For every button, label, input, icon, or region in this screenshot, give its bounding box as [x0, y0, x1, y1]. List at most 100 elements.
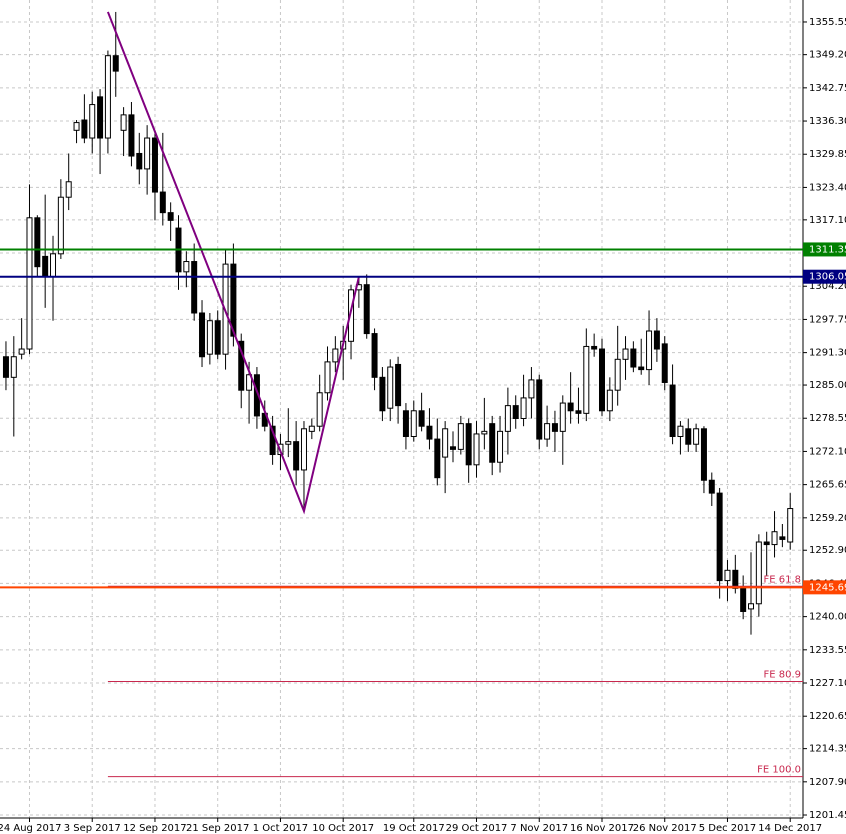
candle-body — [426, 425, 433, 440]
candle-body — [89, 104, 96, 139]
candle-body — [653, 330, 660, 350]
candle-body — [473, 433, 480, 466]
x-tick-label: 1 Oct 2017 — [253, 823, 308, 834]
y-tick-label: 1291.30 — [809, 348, 846, 359]
y-tick-label: 1342.75 — [809, 83, 846, 94]
y-tick-label: 1220.65 — [809, 711, 846, 722]
candle-body — [449, 446, 456, 450]
y-tick-label: 1207.90 — [809, 777, 846, 788]
fibo-label: FE 61.8 — [763, 574, 801, 585]
y-tick-label: 1355.55 — [809, 17, 846, 28]
candle-body — [598, 348, 605, 412]
candle-body — [10, 356, 17, 378]
x-tick-label: 26 Nov 2017 — [633, 823, 697, 834]
candle-body — [740, 587, 747, 612]
candle-body — [300, 428, 307, 471]
y-tick-label: 1323.40 — [809, 182, 846, 193]
y-tick-label: 1252.90 — [809, 545, 846, 556]
y-tick-label: 1265.65 — [809, 480, 846, 491]
candle-body — [144, 137, 151, 170]
candle-body — [520, 397, 527, 419]
fibo-label: FE 80.9 — [763, 669, 801, 680]
candle-body — [65, 181, 72, 198]
candle-body — [693, 428, 700, 445]
candle-body — [395, 363, 402, 407]
candle-body — [120, 114, 127, 131]
candle-body — [779, 536, 786, 540]
candle-body — [246, 374, 253, 391]
x-tick-label: 14 Dec 2017 — [758, 823, 822, 834]
candle-body — [136, 152, 143, 170]
candle-body — [583, 345, 590, 414]
candle-body — [371, 333, 378, 378]
candle-body — [402, 410, 409, 438]
candle-body — [708, 479, 715, 494]
candle-body — [504, 405, 511, 432]
level-label: 1245.69 — [809, 582, 846, 593]
candle-body — [34, 217, 41, 268]
x-tick-label: 3 Sep 2017 — [64, 823, 121, 834]
candle-body — [387, 366, 394, 409]
y-tick-label: 1214.35 — [809, 744, 846, 755]
y-tick-label: 1349.20 — [809, 50, 846, 61]
level-label: 1311.35 — [809, 244, 846, 255]
y-tick-label: 1240.00 — [809, 612, 846, 623]
candle-body — [269, 425, 276, 456]
candle-body — [410, 410, 417, 438]
candle-body — [591, 345, 598, 350]
x-tick-label: 19 Oct 2017 — [383, 823, 445, 834]
candle-body — [481, 430, 488, 435]
candle-body — [646, 330, 653, 371]
candle-body — [418, 410, 425, 427]
candle-body — [206, 320, 213, 355]
zigzag — [106, 11, 360, 515]
x-tick-label: 12 Sep 2017 — [123, 823, 186, 834]
candle-body — [724, 569, 731, 582]
candle-body — [293, 441, 300, 471]
x-tick-label: 16 Nov 2017 — [570, 823, 634, 834]
candle-body — [379, 376, 386, 412]
candle-body — [151, 137, 158, 193]
x-tick-label: 7 Nov 2017 — [510, 823, 568, 834]
candle-body — [700, 428, 707, 481]
candle-body — [748, 603, 755, 610]
candle-body — [18, 348, 25, 355]
candle-body — [2, 356, 9, 378]
candle-body — [183, 261, 190, 273]
y-tick-label: 1297.75 — [809, 314, 846, 325]
candle-body — [332, 348, 339, 363]
y-tick-label: 1285.00 — [809, 380, 846, 391]
candle-body — [167, 212, 174, 221]
y-tick-label: 1201.45 — [809, 810, 846, 821]
candle-body — [465, 423, 472, 466]
candle-body — [567, 402, 574, 412]
candle-body — [544, 423, 551, 440]
candle-body — [442, 428, 449, 458]
candle-body — [324, 361, 331, 394]
candle-body — [677, 425, 684, 438]
candle-body — [716, 492, 723, 582]
candle-body — [661, 343, 668, 383]
candle-body — [316, 392, 323, 427]
candle-body — [26, 217, 33, 350]
x-tick-label: 10 Oct 2017 — [312, 823, 374, 834]
fibo-label: FE 100.0 — [757, 765, 801, 776]
candle-body — [159, 191, 166, 214]
x-tick-label: 29 Oct 2017 — [446, 823, 508, 834]
candle-body — [630, 348, 637, 368]
candle-body — [57, 196, 64, 255]
candle-body — [614, 358, 621, 391]
candle-body — [771, 531, 778, 546]
candle-body — [50, 253, 57, 278]
level-tag — [803, 242, 846, 257]
y-tick-label: 1227.10 — [809, 678, 846, 689]
candle-body — [512, 405, 519, 419]
level-tag — [803, 580, 846, 595]
candle-body — [559, 402, 566, 432]
candle-body — [434, 438, 441, 479]
candle-body — [112, 55, 119, 72]
y-tick-label: 1317.10 — [809, 215, 846, 226]
candle-body — [97, 96, 104, 139]
level-tag — [803, 269, 846, 284]
